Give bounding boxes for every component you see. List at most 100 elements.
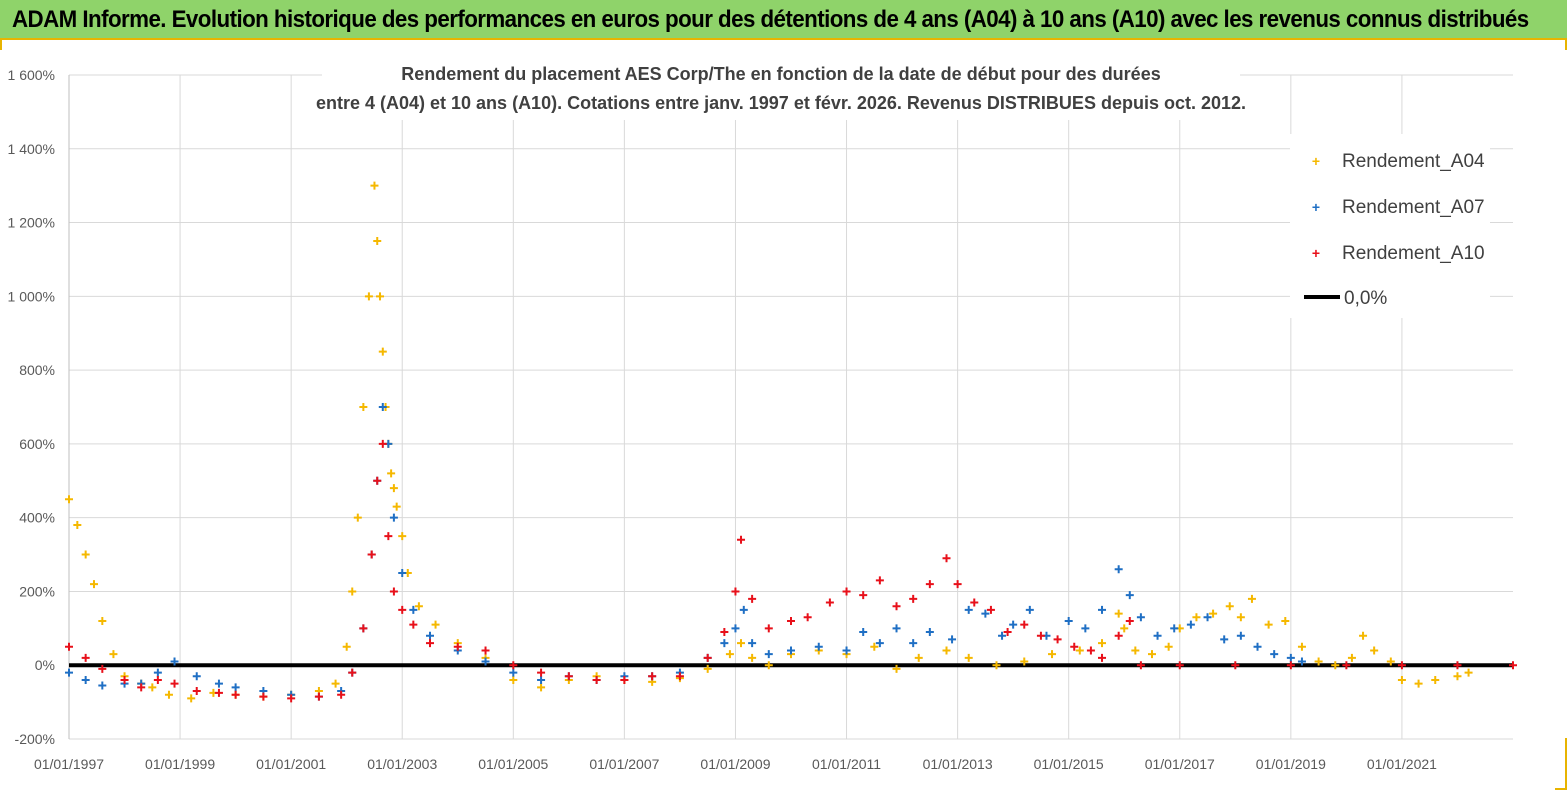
x-tick-label: 01/01/2009 <box>700 756 770 772</box>
data-point <box>1297 657 1306 666</box>
data-point <box>1509 661 1517 670</box>
data-point <box>170 679 179 688</box>
data-point <box>1347 653 1356 662</box>
data-point <box>764 650 773 659</box>
data-point <box>1098 639 1107 648</box>
data-point <box>892 624 901 633</box>
chart-title-line-1: Rendement du placement AES Corp/The en f… <box>401 64 1160 84</box>
data-point <box>1003 628 1012 637</box>
data-point <box>1009 620 1018 629</box>
data-point <box>1281 616 1290 625</box>
legend-marker-a04: + <box>1312 153 1320 169</box>
data-point <box>342 642 351 651</box>
data-point <box>164 690 173 699</box>
data-point <box>859 628 868 637</box>
data-point <box>748 594 757 603</box>
page-title: ADAM Informe. Evolution historique des p… <box>12 6 1529 33</box>
data-point <box>731 624 740 633</box>
data-point <box>1370 646 1379 655</box>
y-tick-label: 1 600% <box>8 67 55 83</box>
data-point <box>1125 591 1134 600</box>
data-point <box>348 587 357 596</box>
data-point <box>925 628 934 637</box>
legend-label-a04: Rendement_A04 <box>1342 151 1485 172</box>
data-point <box>748 653 757 662</box>
data-point <box>409 620 418 629</box>
x-axis: 01/01/1997 01/01/1999 01/01/2001 01/01/2003… <box>34 756 1437 772</box>
data-point <box>389 587 398 596</box>
data-point <box>1153 631 1162 640</box>
data-point <box>81 653 90 662</box>
x-tick-label: 01/01/2015 <box>1034 756 1104 772</box>
data-point <box>892 602 901 611</box>
data-point <box>787 616 795 625</box>
y-tick-label: 0% <box>35 657 55 673</box>
data-point <box>1070 642 1079 651</box>
data-point <box>378 403 387 411</box>
data-point <box>537 683 546 692</box>
data-point <box>384 532 393 541</box>
legend-marker-a10: + <box>1312 245 1320 261</box>
data-point <box>1164 642 1173 651</box>
data-point <box>564 672 573 681</box>
performance-chart: -200% 0% 200% 400% 600% 800% 1 000% 1 200% 1 400… <box>8 56 1517 772</box>
data-point <box>703 653 712 662</box>
data-point <box>364 292 373 301</box>
x-tick-label: 01/01/2007 <box>589 756 659 772</box>
data-point <box>909 639 918 648</box>
data-point <box>231 690 240 699</box>
data-point <box>231 683 240 692</box>
data-point <box>98 616 107 625</box>
data-point <box>378 439 387 448</box>
x-tick-label: 01/01/2003 <box>367 756 437 772</box>
data-point <box>1231 661 1240 670</box>
data-point <box>914 653 923 662</box>
data-point <box>1286 661 1295 670</box>
frame-corner-tl <box>0 38 12 50</box>
data-point <box>398 605 407 614</box>
data-point <box>859 591 868 600</box>
data-point <box>153 668 162 677</box>
series-rendement-a07 <box>65 403 1306 701</box>
data-point <box>214 679 223 688</box>
data-point <box>1297 642 1306 651</box>
plot-area <box>65 181 1517 703</box>
data-point <box>367 550 376 559</box>
data-point <box>731 587 740 596</box>
data-point <box>803 613 812 622</box>
data-point <box>1064 616 1073 625</box>
x-tick-label: 01/01/1997 <box>34 756 104 772</box>
data-point <box>331 679 340 688</box>
data-point <box>65 642 73 651</box>
legend-marker-a07: + <box>1312 199 1320 215</box>
data-point <box>426 631 434 640</box>
data-point <box>373 476 382 485</box>
y-axis: -200% 0% 200% 400% 600% 800% 1 000% 1 200% 1 400… <box>8 67 70 747</box>
data-point <box>909 594 918 603</box>
data-point <box>1086 646 1095 655</box>
data-point <box>81 675 90 684</box>
x-tick-label: 01/01/1999 <box>145 756 215 772</box>
data-point <box>1025 605 1034 614</box>
data-point <box>875 639 884 648</box>
data-point <box>870 642 879 651</box>
data-point <box>337 690 346 699</box>
data-point <box>1247 594 1256 603</box>
chart-title-line-2: entre 4 (A04) et 10 ans (A10). Cotations… <box>316 93 1246 113</box>
data-point <box>1175 661 1184 670</box>
data-point <box>1203 613 1212 622</box>
data-point <box>1342 661 1351 670</box>
legend-background <box>1290 134 1490 318</box>
data-point <box>137 683 146 692</box>
x-tick-label: 01/01/2019 <box>1256 756 1326 772</box>
data-point <box>1036 631 1045 640</box>
data-point <box>287 694 296 703</box>
data-point <box>1386 657 1395 666</box>
data-point <box>98 664 107 673</box>
data-point <box>1114 631 1123 640</box>
y-tick-label: 600% <box>19 436 55 452</box>
data-point <box>1148 650 1156 659</box>
data-point <box>1186 620 1195 629</box>
data-point <box>348 668 357 677</box>
data-point <box>942 554 951 563</box>
